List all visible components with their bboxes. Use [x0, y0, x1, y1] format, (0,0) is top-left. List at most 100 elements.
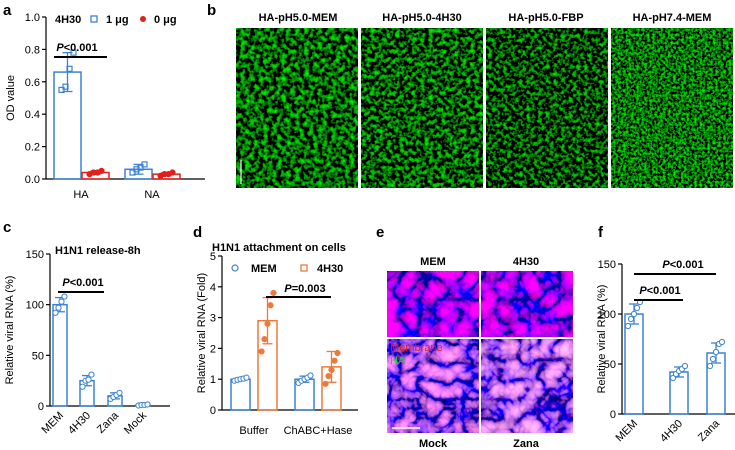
legend-label: MEM — [251, 263, 277, 275]
legend-label: 4H30 — [317, 263, 343, 275]
y-tick-label: 100 — [26, 300, 44, 312]
data-point — [267, 302, 274, 309]
confocal-image — [387, 271, 479, 337]
panel-label-a: a — [3, 2, 12, 19]
data-point — [709, 355, 717, 363]
data-point — [706, 362, 714, 370]
panel-label-f: f — [598, 224, 604, 241]
legend-label: 0 μg — [154, 14, 177, 26]
image-col-title: MEM — [420, 256, 446, 268]
p-value-annotation: P<0.001 — [62, 277, 103, 289]
data-point — [62, 83, 69, 90]
data-point — [79, 383, 86, 390]
legend-marker — [300, 264, 308, 272]
x-tick-label: 4H30 — [66, 410, 93, 437]
x-tick-label: MEM — [613, 418, 640, 445]
data-point — [88, 371, 95, 378]
overlay-label-membrane: Membrane — [390, 342, 443, 354]
data-point — [70, 49, 77, 56]
x-tick-label: 4H30 — [658, 418, 685, 445]
y-tick-label: 4 — [210, 282, 216, 294]
p-value-annotation: P<0.001 — [639, 285, 680, 297]
data-point — [58, 298, 65, 305]
data-point — [258, 348, 265, 355]
data-point — [116, 389, 123, 396]
x-tick-label: Zana — [95, 409, 122, 436]
data-point — [261, 336, 268, 343]
data-point — [169, 169, 176, 176]
chart-title: H1N1 release-8h — [55, 245, 141, 257]
panel-label-d: d — [193, 224, 202, 241]
data-point — [334, 349, 341, 357]
legend-marker — [90, 15, 98, 23]
y-axis-label: Relative viral RNA (%) — [596, 285, 608, 394]
data-point — [669, 374, 677, 382]
chart-title: H1N1 attachment on cells — [212, 242, 346, 254]
bar — [230, 378, 251, 411]
panel-label-c: c — [3, 219, 11, 236]
overlay-label-ha: HA — [390, 355, 406, 367]
image-col-title: Mock — [419, 438, 448, 450]
data-point — [325, 373, 332, 380]
data-point — [144, 401, 151, 408]
y-axis-label: Relative viral RNA (%) — [4, 276, 16, 385]
image-col-title: Zana — [513, 438, 540, 450]
image-title: HA-pH5.0-MEM — [259, 12, 338, 24]
data-point — [624, 322, 632, 330]
image-title: HA-pH5.0-FBP — [508, 12, 583, 24]
data-point — [243, 374, 250, 381]
p-value-annotation: P=0.003 — [284, 283, 325, 295]
panel-label-b: b — [207, 2, 216, 19]
y-tick-label: 0.0 — [25, 174, 40, 186]
x-tick-label: Zana — [696, 417, 723, 444]
y-axis-label: OD value — [5, 75, 17, 121]
data-point — [270, 289, 277, 297]
fluorescence-image — [361, 28, 483, 188]
data-point — [55, 304, 62, 311]
y-tick-label: 150 — [26, 249, 44, 261]
x-tick-label: MEM — [39, 410, 66, 437]
y-tick-label: 0.2 — [25, 142, 40, 154]
data-point — [137, 164, 144, 171]
y-tick-label: 0 — [210, 405, 216, 417]
legend-marker — [231, 264, 239, 272]
data-point — [133, 166, 140, 173]
confocal-image — [481, 339, 573, 433]
legend-marker — [140, 16, 146, 22]
chart-a: 0.0 0.2 0.4 0.6 0.8 1.0 OD value HA NA 4H30 1 μg 0 … — [5, 12, 205, 201]
fluorescence-image — [611, 28, 733, 188]
fluorescence-image — [236, 28, 358, 188]
data-point — [630, 310, 638, 318]
data-point — [633, 304, 641, 312]
data-point — [58, 86, 65, 94]
x-tick-label: NA — [144, 189, 160, 201]
chart-f: 0 50 100 150 Relative viral RNA (%) MEM 4H30 Za… — [596, 259, 735, 445]
p-value-annotation: P<0.001 — [662, 259, 703, 271]
data-point — [331, 357, 338, 364]
legend-label: 1 μg — [106, 14, 129, 26]
x-tick-label: ChABC+Hase — [284, 425, 353, 437]
fluorescence-image — [486, 28, 608, 188]
data-point — [61, 293, 68, 300]
y-tick-label: 1 — [210, 374, 216, 386]
data-point — [129, 169, 136, 176]
image-title: HA-pH5.0-4H30 — [382, 12, 461, 24]
y-axis-label: Relative viral RNA (Fold) — [196, 273, 208, 393]
bar — [52, 303, 68, 407]
panel-label-e: e — [376, 224, 384, 241]
y-tick-label: 5 — [210, 251, 216, 263]
confocal-image — [387, 339, 479, 433]
panel-e-images: MEM 4H30 Membrane HA Mock Zana — [387, 256, 573, 450]
data-point — [328, 366, 335, 374]
data-point — [718, 338, 726, 346]
data-point — [98, 167, 105, 174]
data-point — [627, 315, 635, 323]
y-tick-label: 1.0 — [25, 12, 40, 24]
x-tick-label: Buffer — [239, 425, 268, 437]
y-tick-label: 0.8 — [25, 44, 40, 56]
data-point — [141, 161, 148, 168]
y-tick-label: 0.6 — [25, 77, 40, 89]
y-tick-label: 3 — [210, 313, 216, 325]
